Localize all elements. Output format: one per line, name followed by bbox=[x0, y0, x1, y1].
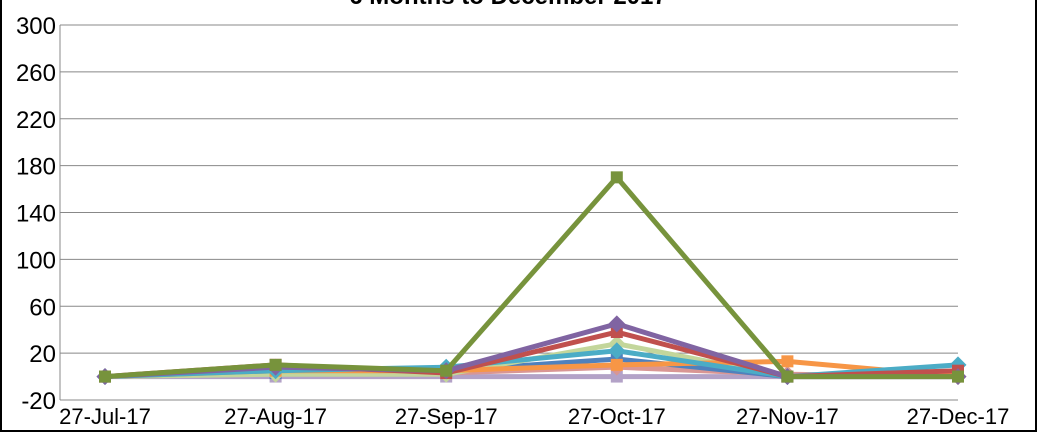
x-tick-label: 27-Aug-17 bbox=[224, 404, 327, 429]
point-marker bbox=[269, 358, 282, 371]
point-marker bbox=[781, 370, 794, 383]
x-tick-label: 27-Oct-17 bbox=[568, 404, 666, 429]
point-marker bbox=[608, 342, 626, 360]
y-tick-label: -20 bbox=[21, 388, 56, 415]
y-tick-label: 180 bbox=[16, 154, 56, 181]
chart-title: 6 Months to December 2017 bbox=[349, 0, 666, 10]
y-tick-label: 20 bbox=[29, 341, 56, 368]
point-marker bbox=[781, 355, 794, 368]
y-tick-label: 100 bbox=[16, 247, 56, 274]
point-marker bbox=[440, 364, 453, 377]
x-tick-label: 27-Sep-17 bbox=[395, 404, 498, 429]
x-tick-label: 27-Jul-17 bbox=[59, 404, 151, 429]
point-marker bbox=[99, 370, 111, 383]
series-line bbox=[104, 173, 958, 380]
point-marker bbox=[608, 315, 626, 333]
y-tick-label: 260 bbox=[16, 60, 56, 87]
point-marker bbox=[610, 171, 623, 184]
point-marker bbox=[610, 370, 623, 383]
x-tick-label: 27-Dec-17 bbox=[907, 404, 1010, 429]
point-marker bbox=[610, 358, 623, 371]
y-tick-label: 220 bbox=[16, 107, 56, 134]
point-marker bbox=[952, 370, 964, 383]
y-tick-label: 300 bbox=[16, 13, 56, 40]
y-tick-label: 60 bbox=[29, 294, 56, 321]
y-tick-label: 140 bbox=[16, 201, 56, 228]
x-tick-label: 27-Nov-17 bbox=[736, 404, 839, 429]
